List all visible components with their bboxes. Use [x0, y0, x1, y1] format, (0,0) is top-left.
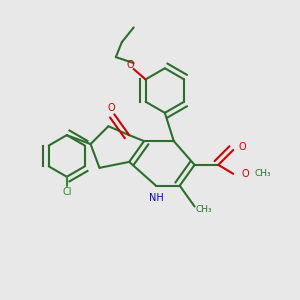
Text: NH: NH — [148, 193, 163, 202]
Text: CH₃: CH₃ — [195, 205, 212, 214]
Text: O: O — [241, 169, 249, 179]
Text: CH₃: CH₃ — [255, 169, 271, 178]
Text: O: O — [127, 59, 134, 70]
Text: O: O — [238, 142, 246, 152]
Text: O: O — [107, 103, 115, 113]
Text: Cl: Cl — [62, 187, 71, 196]
